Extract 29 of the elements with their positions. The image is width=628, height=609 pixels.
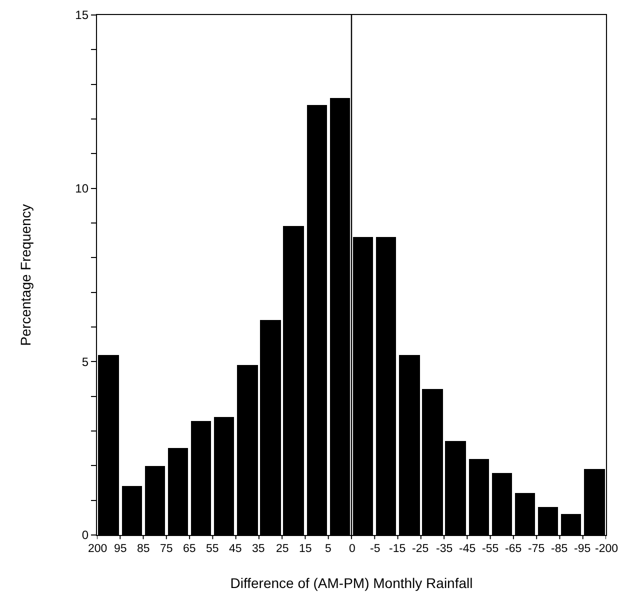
text: -15 — [389, 543, 406, 555]
text: 85 — [137, 543, 150, 555]
y-tick-label: 15 — [75, 8, 89, 22]
text: -95 — [574, 543, 591, 555]
text: 75 — [160, 543, 173, 555]
text: -65 — [505, 543, 522, 555]
text: 65 — [183, 543, 196, 555]
y-axis-title: Percentage Frequency — [18, 204, 34, 346]
text: -200 — [595, 543, 618, 555]
text: 35 — [252, 543, 265, 555]
text: 45 — [229, 543, 242, 555]
text: 25 — [276, 543, 289, 555]
text: -5 — [370, 543, 380, 555]
text: 5 — [325, 543, 332, 555]
text: -85 — [551, 543, 568, 555]
y-tick-label: 0 — [82, 528, 89, 542]
text: -35 — [436, 543, 453, 555]
y-tick-label: 10 — [75, 182, 89, 196]
text: 55 — [206, 543, 219, 555]
text: -75 — [528, 543, 545, 555]
y-tick-label: 5 — [82, 354, 89, 369]
text: 95 — [114, 543, 127, 555]
text: 200 — [88, 543, 108, 555]
text: -25 — [412, 543, 429, 555]
x-axis-title: Difference of (AM-PM) Monthly Rainfall — [230, 574, 473, 591]
text: -45 — [459, 543, 476, 555]
text: 15 — [299, 543, 312, 555]
text: -55 — [482, 543, 499, 555]
text: 0 — [349, 543, 356, 555]
